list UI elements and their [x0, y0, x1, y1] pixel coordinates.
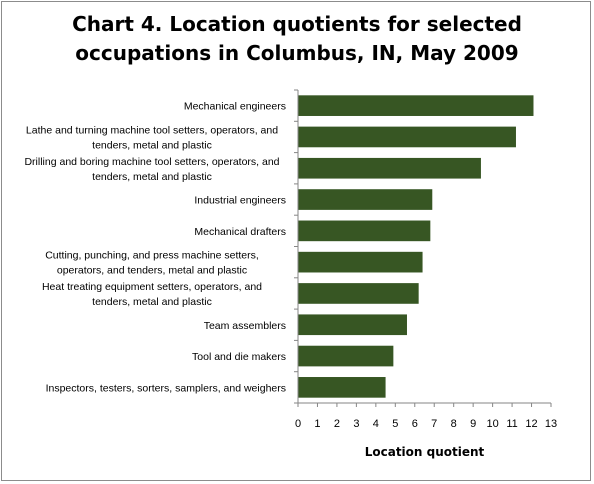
category-label-0-line-0: Mechanical engineers [184, 101, 286, 113]
chart-title: Chart 4. Location quotients for selected… [0, 10, 594, 68]
category-label-6-line-1: tenders, metal and plastic [92, 296, 212, 308]
category-label-1: Lathe and turning machine tool setters, … [26, 124, 278, 151]
bar-9 [298, 377, 386, 398]
bar-6 [298, 283, 419, 304]
category-label-7-line-0: Team assemblers [204, 320, 286, 332]
category-label-4-line-0: Mechanical drafters [194, 226, 286, 238]
bar-4 [298, 220, 431, 242]
bar-0 [298, 95, 534, 116]
category-label-7: Team assemblers [204, 320, 286, 332]
category-label-2: Drilling and boring machine tool setters… [24, 156, 279, 183]
chart-title-line-2: occupations in Columbus, IN, May 2009 [75, 41, 519, 65]
tick-labels: 0 1 2 3 4 5 6 7 8 9 10 11 12 13 [295, 418, 557, 430]
bar-5 [298, 251, 423, 273]
bar-2 [298, 157, 481, 179]
category-label-6: Heat treating equipment setters, operato… [42, 281, 262, 308]
category-label-8-line-0: Tool and die makers [192, 351, 286, 363]
x-tick-label-10: 10 [486, 418, 498, 430]
chart-title-line-1: Chart 4. Location quotients for selected [72, 12, 522, 36]
category-labels: Mechanical engineers Lathe and turning ma… [24, 101, 286, 395]
x-tick-label-13: 13 [545, 418, 557, 430]
x-tick-label-4: 4 [373, 418, 379, 430]
category-label-2-line-0: Drilling and boring machine tool setters… [24, 156, 279, 168]
x-tick-label-5: 5 [392, 418, 398, 430]
category-label-5-line-1: operators, and tenders, metal and plasti… [57, 265, 247, 277]
x-tick-label-8: 8 [451, 418, 457, 430]
category-label-0: Mechanical engineers [184, 101, 286, 113]
x-tick-label-2: 2 [334, 418, 340, 430]
category-label-3: Industrial engineers [194, 195, 286, 207]
category-label-5-line-0: Cutting, punching, and press machine set… [45, 250, 259, 262]
category-label-4: Mechanical drafters [194, 226, 286, 238]
category-label-2-line-1: tenders, metal and plastic [92, 171, 212, 183]
bar-7 [298, 314, 407, 336]
x-tick-label-7: 7 [431, 418, 437, 430]
x-tick-label-3: 3 [353, 418, 359, 430]
category-label-1-line-0: Lathe and turning machine tool setters, … [26, 124, 278, 136]
bar-8 [298, 345, 394, 367]
bars-group [298, 95, 534, 398]
category-label-6-line-0: Heat treating equipment setters, operato… [42, 281, 262, 293]
bar-1 [298, 126, 516, 148]
x-axis-title: Location quotient [365, 445, 485, 459]
category-label-9-line-0: Inspectors, testers, sorters, samplers, … [46, 382, 286, 394]
x-tick-label-9: 9 [470, 418, 476, 430]
category-label-1-line-1: tenders, metal and plastic [92, 139, 212, 151]
bar-3 [298, 189, 433, 210]
x-tick-label-0: 0 [295, 418, 301, 430]
axes-group [294, 89, 552, 407]
category-label-8: Tool and die makers [192, 351, 286, 363]
x-tick-label-1: 1 [314, 418, 320, 430]
x-tick-label-11: 11 [506, 418, 517, 430]
category-label-3-line-0: Industrial engineers [194, 195, 286, 207]
x-tick-label-12: 12 [525, 418, 537, 430]
category-label-9: Inspectors, testers, sorters, samplers, … [46, 382, 286, 394]
x-tick-label-6: 6 [412, 418, 418, 430]
category-label-5: Cutting, punching, and press machine set… [45, 250, 259, 277]
